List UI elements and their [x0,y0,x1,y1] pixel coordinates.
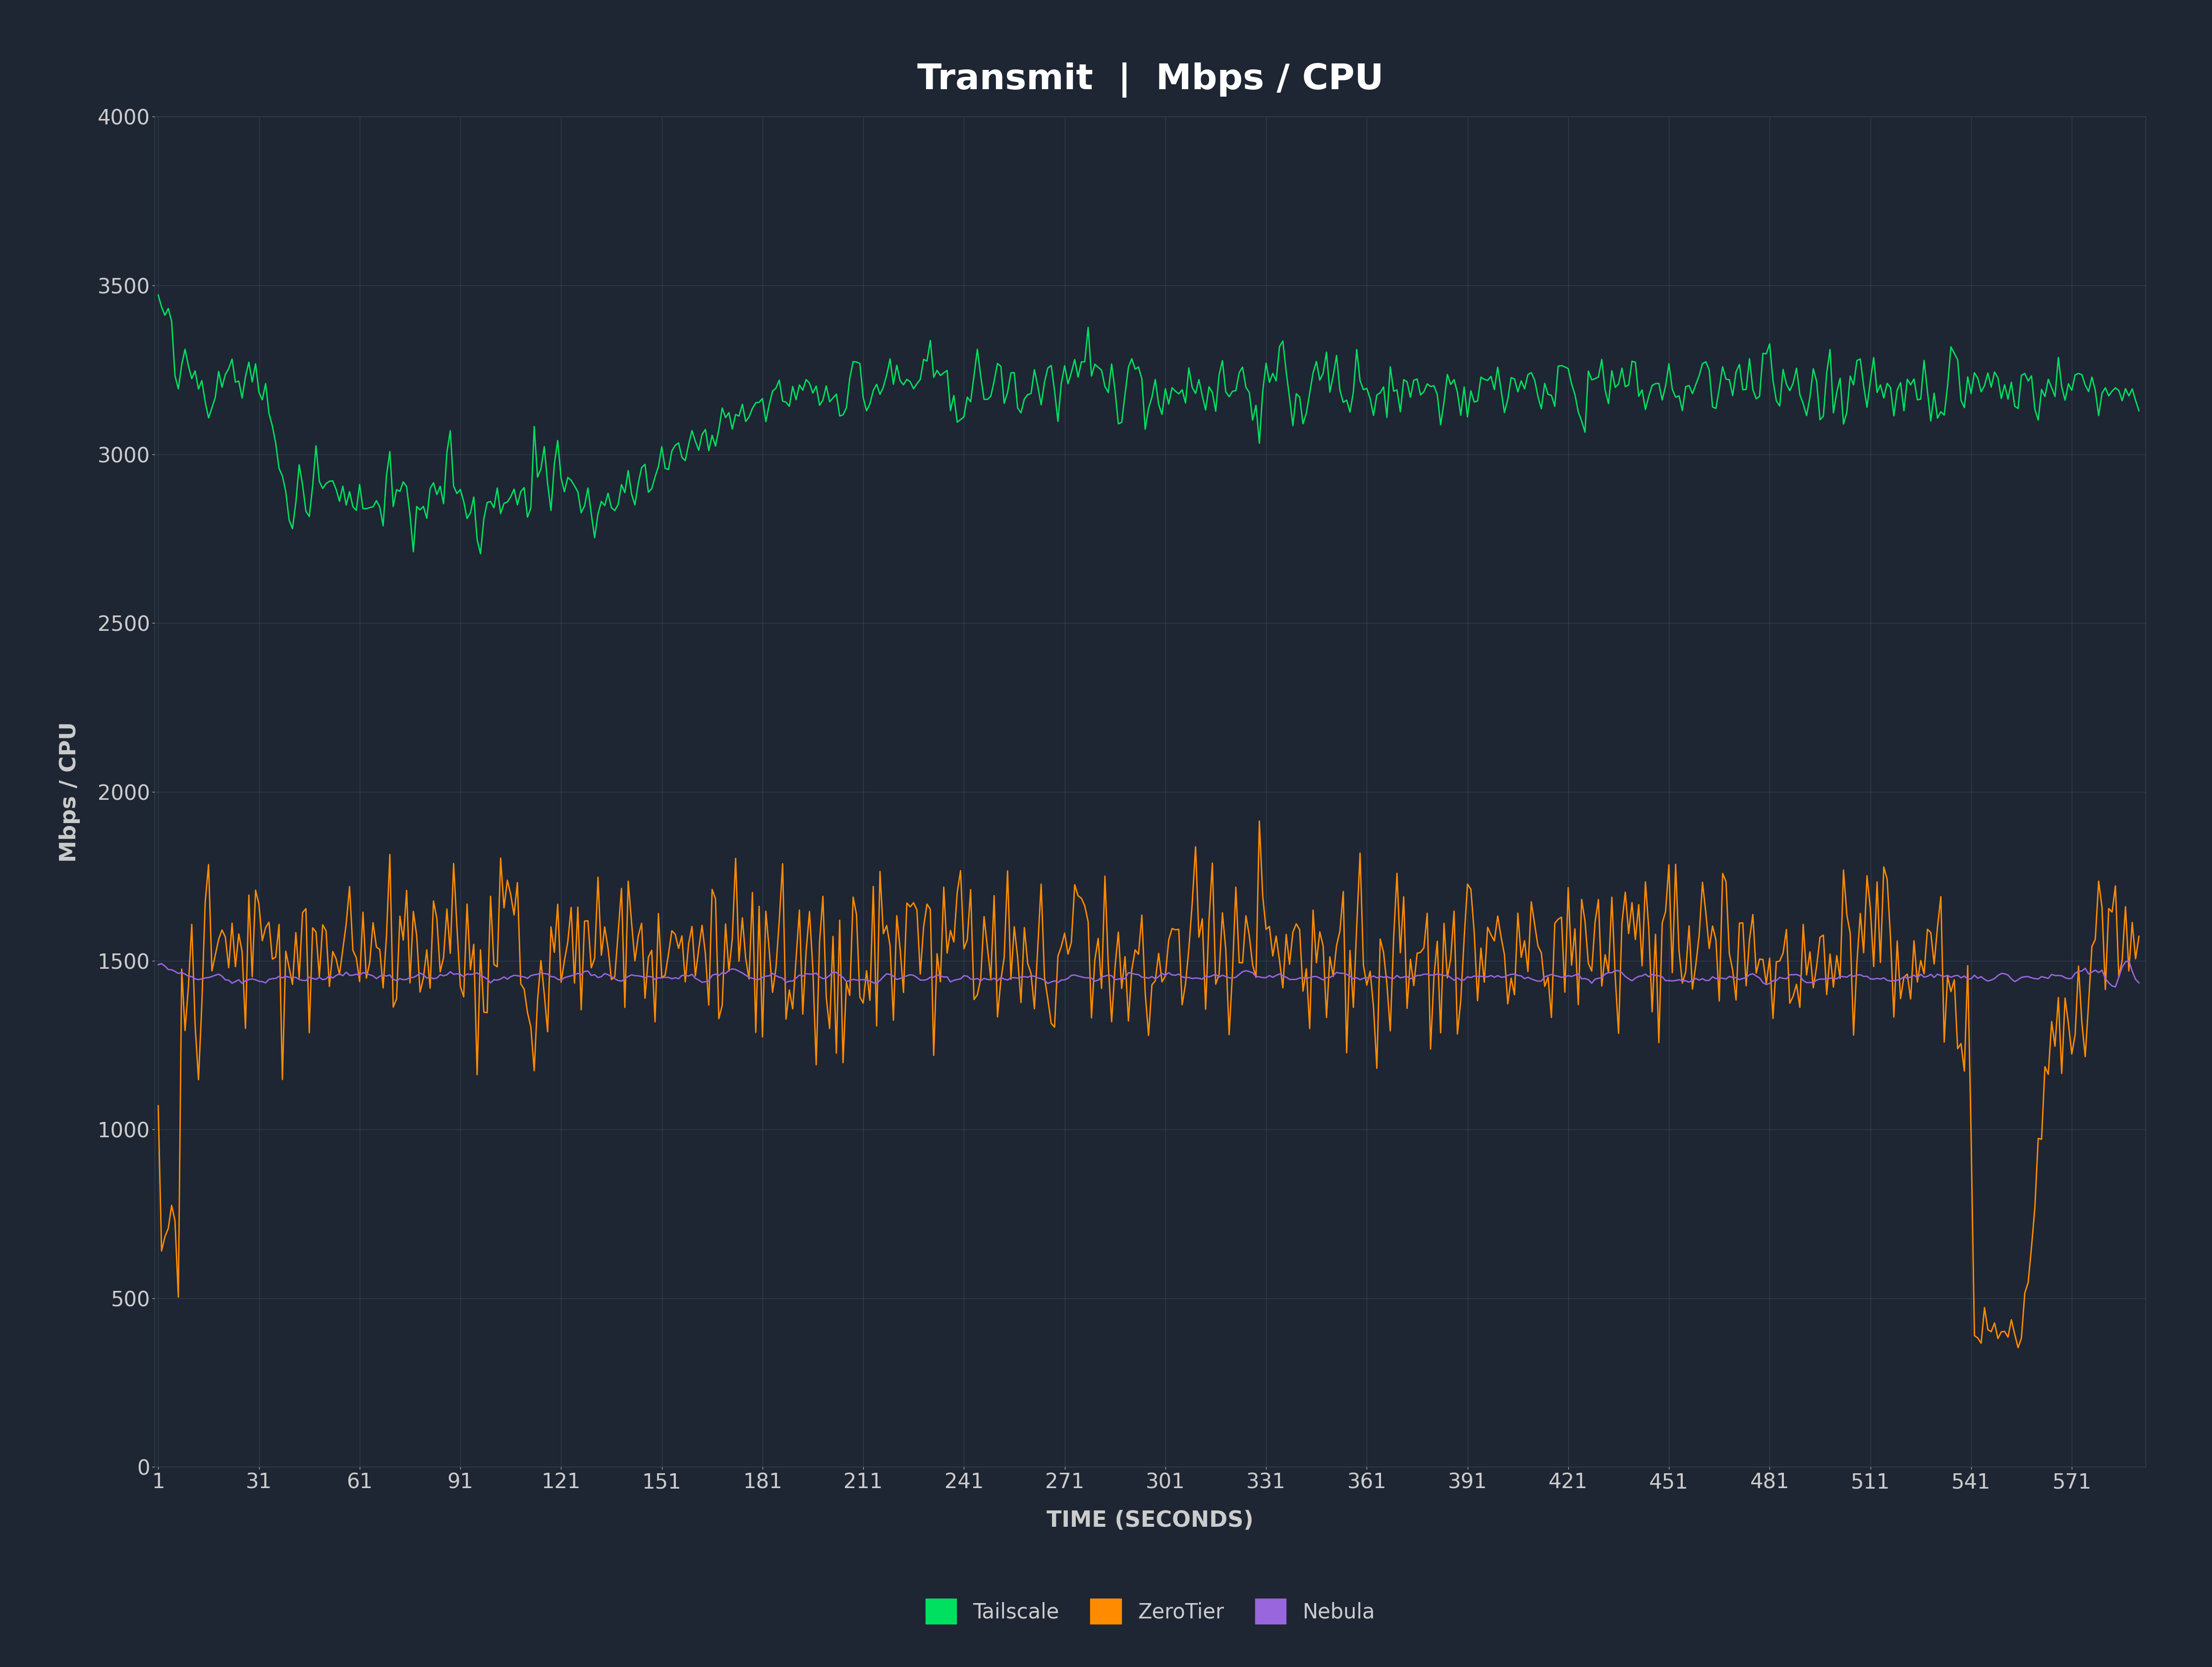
Nebula [1444,969,1471,989]
Line: Nebula: Nebula [159,960,2139,987]
Nebula [2126,974,2152,994]
Tailscale [146,285,173,305]
Tailscale [1672,377,1699,397]
Tailscale [538,500,564,520]
Tailscale [588,492,615,512]
Line: ZeroTier: ZeroTier [159,822,2139,1347]
ZeroTier [146,1095,173,1115]
Nebula [2101,977,2128,997]
Nebula [146,955,173,975]
Tailscale [2035,370,2062,390]
ZeroTier [2004,1337,2031,1357]
X-axis label: TIME (SECONDS): TIME (SECONDS) [1046,1510,1254,1530]
Nebula [584,967,611,987]
Nebula [2031,967,2057,987]
Tailscale [467,543,493,563]
ZeroTier [1447,990,1473,1010]
ZeroTier [2126,927,2152,947]
ZeroTier [1245,812,1272,832]
Nebula [1670,970,1697,990]
ZeroTier [1672,962,1699,982]
ZeroTier [1891,967,1918,987]
Y-axis label: Mbps / CPU: Mbps / CPU [60,722,80,862]
Tailscale [1447,405,1473,425]
Nebula [2115,950,2141,970]
ZeroTier [2039,1012,2066,1032]
Tailscale [1891,400,1918,420]
ZeroTier [584,867,611,887]
Title: Transmit  |  Mbps / CPU: Transmit | Mbps / CPU [918,62,1382,98]
ZeroTier [535,1022,562,1042]
Legend: Tailscale, ZeroTier, Nebula: Tailscale, ZeroTier, Nebula [918,1590,1382,1632]
Nebula [535,964,562,984]
Tailscale [2126,400,2152,420]
Line: Tailscale: Tailscale [159,295,2139,553]
Nebula [1887,969,1913,989]
